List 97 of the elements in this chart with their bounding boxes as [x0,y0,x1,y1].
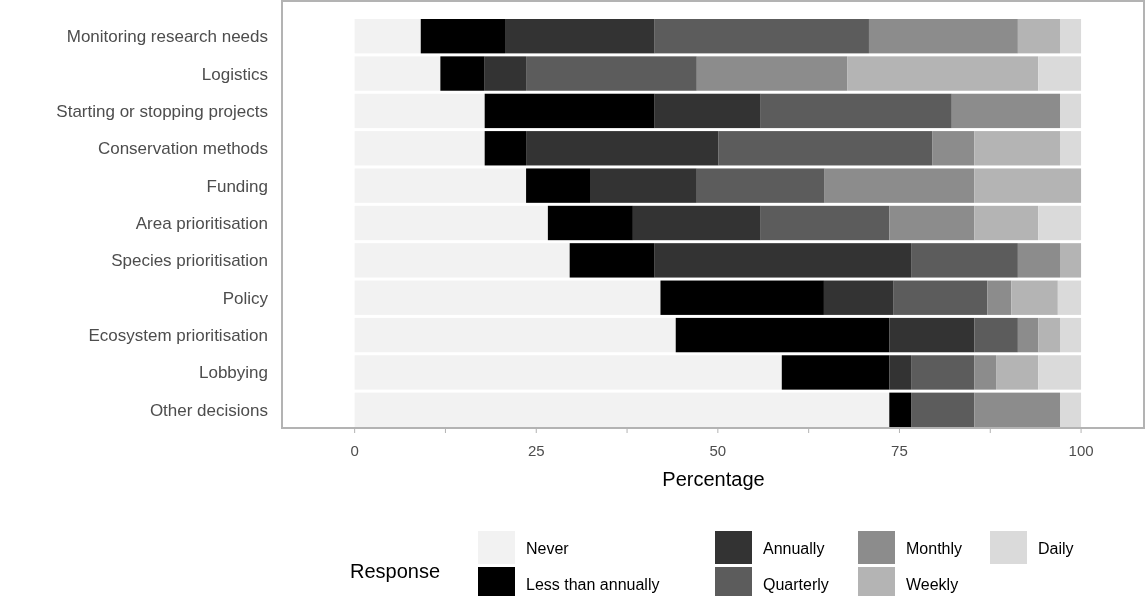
bar [823,280,894,315]
bar [1017,19,1060,54]
bar [911,355,975,390]
x-tick-label: 100 [1068,442,1094,459]
y-tick-label: Ecosystem prioritisation [88,326,268,346]
bar [781,355,890,390]
bar [974,317,1018,353]
bar [354,392,890,427]
x-tick-label: 75 [891,442,908,459]
x-tick-label: 50 [709,442,727,459]
bar [1038,56,1082,91]
bar [889,205,975,241]
bar [354,317,676,353]
bar [569,243,655,278]
y-tick-label: Other decisions [149,400,268,420]
legend-label: Quarterly [763,576,829,593]
bar [760,205,890,241]
bar [974,355,997,390]
bar [951,93,1061,129]
bar [893,280,988,315]
bar [1038,317,1060,353]
y-tick-label: Lobbying [198,363,268,383]
legend-label: Weekly [906,576,959,593]
bar [354,131,485,166]
y-tick-label: Species prioritisation [111,251,268,271]
bar [1017,317,1039,353]
bar [484,93,655,129]
bar [974,205,1039,241]
bar [868,19,1018,54]
bar [932,131,975,166]
bar [526,168,591,203]
bar [889,355,912,390]
bar [440,56,485,91]
bar [696,56,848,91]
bar [1060,19,1082,54]
bar [1057,280,1082,315]
bar [354,205,548,241]
bar [696,168,825,203]
bar [911,392,975,427]
y-tick-label: Conservation methods [97,139,268,159]
bar [1011,280,1058,315]
x-tick-label: 25 [527,442,545,459]
bar [354,280,661,315]
bar [420,19,506,54]
y-tick-label: Monitoring research needs [66,27,268,47]
bar [505,19,655,54]
bar [1060,392,1082,427]
y-tick-label: Logistics [201,64,268,84]
bar [354,168,527,203]
bar [354,19,421,54]
bar [632,205,761,241]
bar [590,168,697,203]
bar [974,392,1061,427]
bar [1060,243,1082,278]
bar [547,205,633,241]
bar [354,56,441,91]
bar [847,56,1039,91]
bar [354,243,570,278]
x-tick-label: 0 [350,442,359,459]
legend-label: Never [526,540,570,557]
bar [974,131,1061,166]
bar [824,168,975,203]
bar [760,93,952,129]
bar [718,131,933,166]
bar [654,93,761,129]
bar [1060,93,1082,129]
legend-title: Response [350,560,441,582]
bar [354,93,485,129]
bar [654,19,869,54]
bar [1017,243,1060,278]
bar [526,131,719,166]
bar [1060,317,1082,353]
y-tick-label: Starting or stopping projects [56,101,268,121]
legend-label: Annually [763,540,825,557]
bar [484,56,527,91]
y-tick-label: Funding [206,176,268,196]
bar [974,168,1082,203]
legend-label: Daily [1038,540,1074,557]
legend-label: Monthly [906,540,963,557]
bar [911,243,1018,278]
bar [484,131,527,166]
x-axis-title: Percentage [662,468,765,490]
bar [996,355,1039,390]
legend-label: Less than annually [526,576,660,593]
bar [660,280,824,315]
bar [889,392,912,427]
bar [526,56,697,91]
bar [1038,355,1082,390]
bar [675,317,890,353]
y-tick-label: Policy [222,288,269,308]
bar [654,243,912,278]
bar [354,355,782,390]
bar [1060,131,1082,166]
bar [889,317,975,353]
bar [1038,205,1082,241]
y-tick-label: Area prioritisation [135,214,268,233]
bar [987,280,1012,315]
